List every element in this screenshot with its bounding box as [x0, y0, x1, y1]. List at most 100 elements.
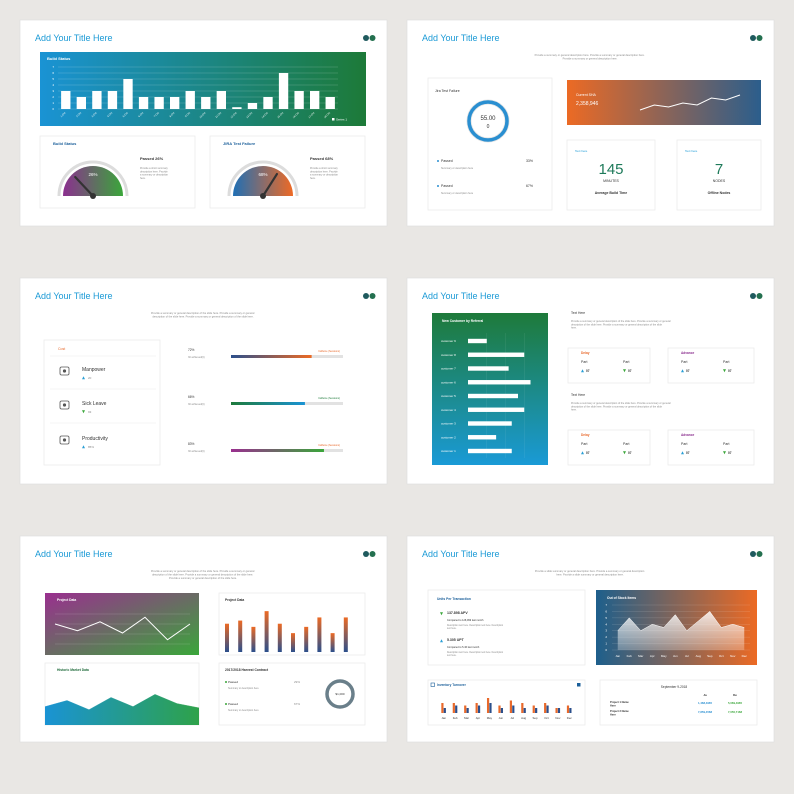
gauge-needle: [261, 172, 279, 198]
bar: [468, 338, 487, 344]
y-tick-label: 7: [605, 603, 607, 607]
icon: [430, 682, 435, 687]
bar: [512, 705, 515, 713]
area: [617, 611, 745, 650]
group-title: Delay: [581, 351, 590, 355]
logo-dot: [369, 35, 376, 41]
progress-legend: Caffeine (Sessions): [318, 444, 340, 447]
bar: [569, 708, 572, 713]
icon: [59, 435, 70, 445]
category-label: customer 5: [441, 394, 456, 398]
slide: Add Your Title Here Provide a summary or …: [19, 535, 388, 743]
stat-value: 7: [715, 161, 723, 178]
x-tick-label: Dec: [742, 654, 748, 658]
logo-dot: [369, 551, 376, 557]
bar: [443, 708, 446, 713]
logo-dot: [363, 551, 369, 557]
icon: [62, 369, 67, 373]
bar: [201, 97, 211, 109]
bar: [468, 366, 509, 371]
progress-fill: [231, 449, 324, 452]
x-tick-label: 18-Oct: [323, 111, 331, 119]
trend-up: [440, 639, 443, 643]
bar: [170, 97, 180, 109]
bar: [486, 698, 490, 713]
x-tick-label: May: [661, 654, 667, 658]
icon: [62, 403, 67, 407]
bar: [535, 708, 538, 713]
y-tick-label: 5: [605, 616, 607, 620]
part-label: Part: [581, 442, 587, 446]
group-title: Advance: [681, 351, 695, 355]
bullet: [437, 160, 439, 162]
gauge-rim: [227, 160, 299, 197]
x-tick-label: Jul: [510, 716, 514, 720]
row-value: 93: [88, 410, 92, 414]
slide-title: Add Your Title Here: [422, 291, 500, 301]
bar: [464, 705, 467, 713]
bar: [123, 79, 133, 109]
bar: [452, 703, 455, 713]
bar: [216, 91, 226, 109]
part-value: 07: [728, 451, 732, 455]
bar: [304, 626, 309, 652]
x-tick-label: May: [487, 716, 493, 720]
trend-down: [82, 410, 85, 414]
card: [427, 77, 553, 211]
gauge-value: 26%: [88, 172, 97, 177]
bullet: [437, 185, 439, 187]
bar: [277, 623, 282, 652]
x-tick-label: Oct: [719, 654, 724, 658]
icon: [59, 366, 70, 376]
x-tick-label: Jul: [685, 654, 689, 658]
bar: [566, 705, 570, 713]
bar: [544, 703, 547, 713]
category-label: customer 6: [441, 380, 456, 384]
summary: Provide a summary or general description…: [151, 569, 255, 580]
x-tick-label: Jun: [499, 716, 504, 720]
y-tick-label: 6: [52, 71, 54, 75]
logo-dot: [756, 35, 763, 41]
bar: [247, 103, 258, 109]
kpi-value: 137.898 APV: [447, 611, 468, 615]
bar: [468, 407, 525, 412]
card-title: 2017/2018 Harvest Contract: [225, 668, 269, 672]
part-label: Part: [723, 442, 729, 446]
area: [45, 694, 199, 725]
part-label: Part: [681, 442, 687, 446]
y-tick-label: 1: [52, 101, 54, 105]
chart-panel: [40, 52, 366, 126]
bar: [76, 97, 86, 109]
x-tick-label: 12-Oct: [230, 111, 238, 119]
trend-up: [681, 369, 684, 373]
x-tick-label: Aug: [696, 654, 702, 658]
x-tick-label: Jan: [615, 654, 620, 658]
gauge-title: Build Status: [53, 141, 77, 146]
item-label: Passed: [441, 184, 453, 188]
legend-label: Series 1: [336, 118, 347, 122]
x-tick-label: 7-Oct: [153, 111, 160, 118]
bar: [468, 448, 512, 454]
stat-unit: MINUTES: [603, 179, 619, 183]
bar: [441, 703, 444, 713]
y-tick-label: 3: [52, 89, 54, 93]
y-tick-label: 5: [52, 77, 54, 81]
stat-label: Average Build Time: [595, 191, 628, 195]
bar: [468, 352, 525, 357]
chart-panel: [45, 593, 199, 655]
chart-title: Historic Market Data: [57, 668, 89, 672]
y-tick-label: 6: [605, 609, 607, 613]
y-tick-label: 1: [605, 642, 607, 646]
row-label: Manpower: [82, 367, 106, 373]
item-description: Summary or description here: [228, 709, 259, 712]
y-tick-label: 7: [52, 65, 54, 69]
trend-up: [581, 451, 584, 455]
progress-caption: 30 achieved(0): [188, 450, 205, 453]
part-label: Part: [623, 442, 629, 446]
card: [218, 662, 366, 726]
card: [599, 679, 758, 726]
stat-label: Offline Nodes: [708, 191, 731, 195]
table-header: Ja: [703, 693, 707, 697]
part-label: Part: [723, 360, 729, 364]
sparkline: [639, 94, 741, 111]
